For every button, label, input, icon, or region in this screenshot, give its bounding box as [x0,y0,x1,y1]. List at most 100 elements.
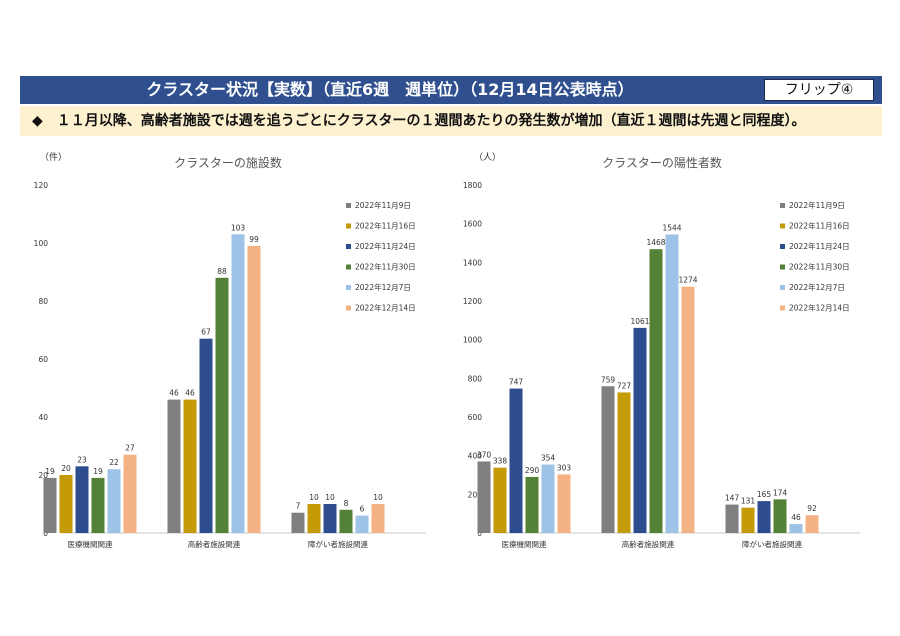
data-label: 338 [493,457,508,466]
bar [107,469,121,533]
header-bar: クラスター状況【実数】（直近6週 週単位）（12月14日公表時点） フリップ④ [20,76,882,104]
bar [123,454,137,533]
chart-positive-count: クラスターの陽性者数 （人） 0 200 400 600 800 1000 1200 1400 16… [463,152,860,549]
y-tick-label: 1000 [463,336,482,345]
bar [493,467,507,533]
legend-label: 2022年12月7日 [355,282,411,292]
y-tick-label: 100 [34,239,49,248]
data-label: 354 [541,454,556,463]
legend-label: 2022年11月24日 [355,241,416,251]
data-label: 1061 [630,317,649,326]
data-label: 147 [725,494,740,503]
bar [167,399,181,533]
data-label: 174 [773,488,788,497]
data-label: 10 [373,493,383,502]
legend-swatch [780,285,785,290]
data-label: 8 [344,499,349,508]
x-tick-label: 高齢者施設関連 [622,539,675,549]
data-label: 20 [61,464,71,473]
legend-swatch [346,264,351,270]
legend-label: 2022年11月16日 [355,221,416,231]
data-label: 290 [525,466,540,475]
x-tick-label: 障がい者施設関連 [742,539,802,549]
data-label: 103 [231,223,246,232]
data-label: 6 [360,505,365,514]
data-label: 67 [201,328,211,337]
bar [725,504,739,533]
x-tick-label: 高齢者施設関連 [188,539,241,549]
legend-swatch [780,203,785,208]
legend-label: 2022年12月14日 [789,303,850,313]
legend-label: 2022年11月9日 [355,200,411,210]
bar [681,286,695,533]
y-axis-unit: （件） [40,151,67,163]
legend-swatch [346,285,351,290]
bar [307,504,321,533]
data-label: 22 [109,458,119,467]
data-label: 99 [249,235,259,244]
data-label: 19 [93,467,103,476]
bar [291,512,305,533]
data-label: 88 [217,267,227,276]
y-tick-label: 1400 [463,258,482,267]
data-label: 92 [807,504,817,513]
chart-title: クラスターの施設数 [174,155,282,170]
y-tick-label: 1800 [463,181,482,190]
bar [91,477,105,533]
data-label: 46 [185,389,195,398]
bar [477,461,491,533]
bar [183,399,197,533]
data-label: 10 [309,493,319,502]
y-tick-label: 0 [477,529,482,538]
diamond-bullet-icon: ◆ [32,113,43,129]
y-tick-label: 200 [468,490,483,499]
bar [541,464,555,533]
legend-label: 2022年12月7日 [789,282,845,292]
y-tick-label: 400 [468,452,483,461]
data-label: 7 [296,502,301,511]
y-tick-label: 40 [38,413,48,422]
data-label: 1544 [662,223,681,232]
bar [199,338,213,533]
legend-swatch [780,264,785,270]
x-tick-label: 医療機関関連 [502,539,547,549]
bar [339,509,353,533]
legend-label: 2022年11月30日 [789,262,850,272]
data-label: 131 [741,497,756,506]
chart-title: クラスターの陽性者数 [602,155,722,170]
bar [633,327,647,533]
y-tick-label: 600 [468,413,483,422]
bar [557,474,571,533]
y-tick-label: 800 [468,374,483,383]
legend-swatch [346,203,351,208]
x-tick-label: 障がい者施設関連 [308,539,368,549]
bar [75,466,89,533]
bar [601,386,615,533]
summary-bar: ◆ １１月以降、高齢者施設では週を追うごとにクラスターの１週間あたりの発生数が増加… [20,106,882,136]
y-tick-label: 60 [38,355,48,364]
y-tick-label: 1200 [463,297,482,306]
data-label: 46 [791,513,801,522]
bar [59,475,73,533]
data-label: 747 [509,378,524,387]
bar [617,392,631,533]
bar [741,507,755,533]
bar [323,504,337,533]
bar [247,245,261,533]
flip-label: フリップ④ [764,79,874,101]
legend-swatch [780,223,785,229]
bar [355,515,369,533]
y-tick-label: 80 [38,297,48,306]
bar [773,499,787,533]
data-label: 759 [601,375,616,384]
legend-swatch [346,244,351,249]
legend-label: 2022年11月9日 [789,200,845,210]
data-label: 46 [169,389,179,398]
y-tick-label: 0 [43,529,48,538]
legend-swatch [780,305,785,311]
legend-swatch [346,223,351,229]
bar [665,234,679,533]
y-tick-label: 120 [34,181,49,190]
data-label: 727 [617,381,632,390]
x-tick-label: 医療機関関連 [68,539,113,549]
